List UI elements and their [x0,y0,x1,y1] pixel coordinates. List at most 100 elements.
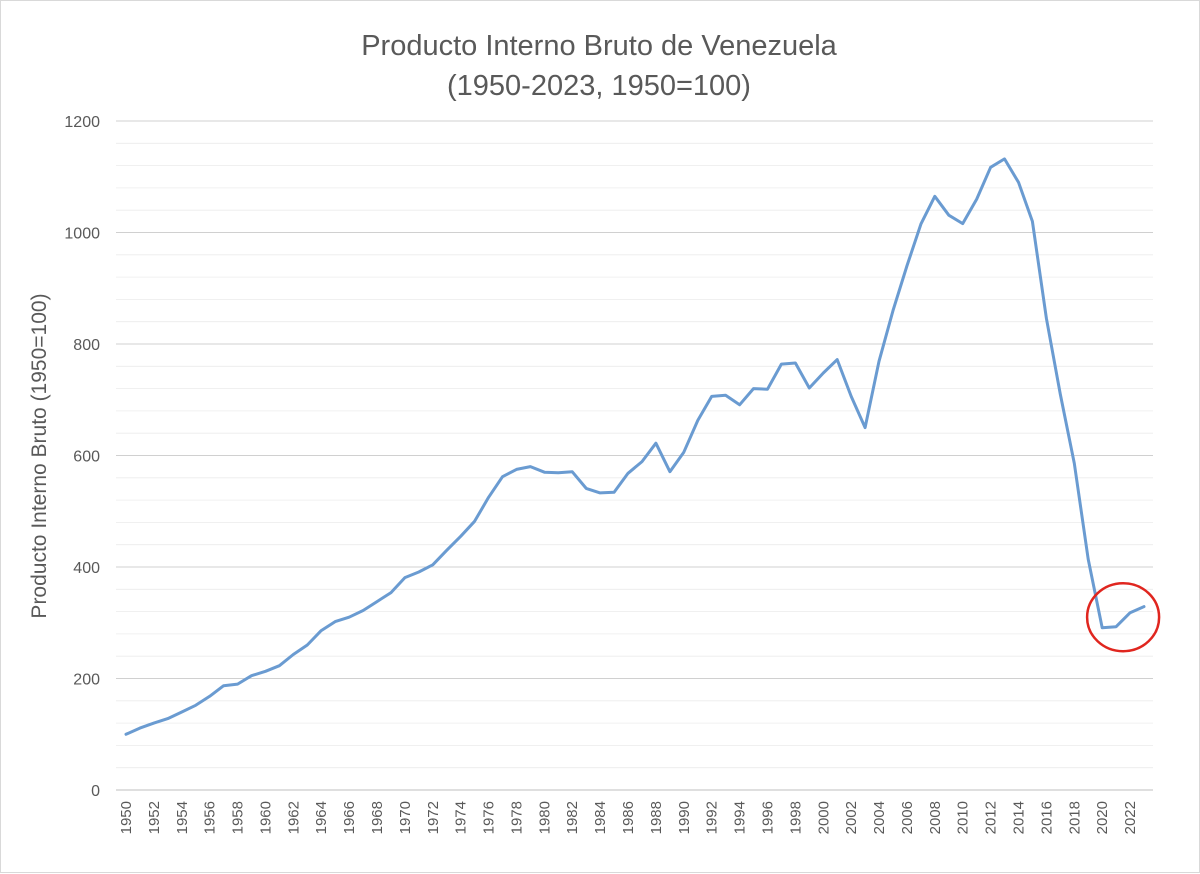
data-point-2021 [1115,625,1118,628]
data-point-2007 [919,223,922,226]
data-point-2002 [850,395,853,398]
x-tick-label: 1982 [564,801,581,834]
y-tick-label: 400 [73,560,100,577]
chart-title-line-1: Producto Interno Bruto de Venezuela [361,30,837,62]
x-tick-label: 1962 [285,801,302,834]
x-tick-label: 2000 [815,801,832,834]
data-point-1975 [473,520,476,523]
x-tick-label: 1950 [118,801,135,834]
data-point-2014 [1017,181,1020,184]
data-point-2011 [975,198,978,201]
data-point-2020 [1101,626,1104,629]
x-tick-label: 1992 [704,801,721,834]
data-point-1970 [403,576,406,579]
x-tick-label: 2014 [1010,801,1027,834]
data-point-1988 [654,442,657,445]
highlight-circle [1085,581,1161,653]
data-point-1968 [376,600,379,603]
data-point-2001 [836,358,839,361]
x-tick-label: 1952 [146,801,163,834]
x-tick-label: 1964 [313,801,330,834]
data-point-1994 [738,403,741,406]
data-point-1993 [724,394,727,397]
data-point-1956 [208,695,211,698]
data-point-1998 [794,362,797,365]
y-axis-title: Producto Interno Bruto (1950=100) [28,293,51,618]
y-tick-label: 800 [73,337,100,354]
x-tick-label: 2008 [927,801,944,834]
x-tick-label: 1984 [592,801,609,834]
data-point-2008 [933,195,936,198]
x-tick-label: 1990 [676,801,693,834]
x-tick-label: 1954 [174,801,191,834]
gdp-series-line [124,157,1146,736]
data-point-2017 [1059,393,1062,396]
x-tick-label: 1976 [481,801,498,834]
x-tick-label: 2016 [1038,801,1055,834]
data-point-1967 [362,609,365,612]
y-tick-label: 1200 [64,114,100,131]
data-point-1950 [125,733,128,736]
x-tick-label: 1994 [732,801,749,834]
y-tick-label: 0 [91,783,100,800]
data-point-2000 [822,372,825,375]
data-point-1962 [292,653,295,656]
x-tick-label: 1988 [648,801,665,834]
x-tick-label: 2018 [1066,801,1083,834]
data-point-2006 [905,265,908,268]
x-axis-ticks: 1950 1952 1954 1956 1958 1960 1962 1964 1966 1968… [118,801,1139,834]
x-tick-label: 2022 [1122,801,1139,834]
data-point-1997 [780,363,783,366]
x-tick-label: 1970 [397,801,414,834]
data-point-1999 [808,387,811,390]
data-point-1951 [138,727,141,730]
data-point-1966 [348,616,351,619]
y-axis-ticks: 0 200 400 600 800 1000 1200 [64,114,100,800]
x-tick-label: 1980 [536,801,553,834]
x-tick-label: 1998 [787,801,804,834]
x-tick-label: 1966 [341,801,358,834]
x-tick-label: 1996 [759,801,776,834]
x-tick-label: 1956 [202,801,219,834]
y-tick-label: 1000 [64,226,100,243]
data-point-2010 [961,222,964,225]
data-point-1954 [180,711,183,714]
y-tick-label: 600 [73,449,100,466]
data-point-1979 [529,465,532,468]
data-point-2012 [989,166,992,169]
data-point-1981 [557,471,560,474]
data-point-1991 [696,419,699,422]
data-point-1982 [571,470,574,473]
chart-title-line-2: (1950-2023, 1950=100) [447,70,751,102]
data-point-1987 [641,460,644,463]
data-point-2013 [1003,157,1006,160]
data-point-1977 [501,475,504,478]
data-point-1955 [194,704,197,707]
data-point-1958 [236,683,239,686]
x-tick-label: 2006 [899,801,916,834]
data-point-2009 [947,214,950,217]
data-point-1971 [417,571,420,574]
x-tick-label: 2002 [843,801,860,834]
data-point-2004 [878,360,881,363]
series-layer [124,157,1146,736]
x-tick-label: 2012 [983,801,1000,834]
data-point-1952 [152,722,155,725]
data-point-1961 [278,664,281,667]
data-point-1957 [222,684,225,687]
data-point-1996 [766,388,769,391]
data-point-2015 [1031,220,1034,223]
x-tick-label: 1968 [369,801,386,834]
data-point-2023 [1143,605,1146,608]
x-tick-label: 1958 [230,801,247,834]
data-point-1984 [599,491,602,494]
data-point-1972 [431,563,434,566]
data-point-1985 [613,491,616,494]
data-point-2003 [864,426,867,429]
data-point-2018 [1073,462,1076,465]
data-point-2016 [1045,317,1048,320]
x-tick-label: 2020 [1094,801,1111,834]
highlight-layer [1085,581,1161,653]
